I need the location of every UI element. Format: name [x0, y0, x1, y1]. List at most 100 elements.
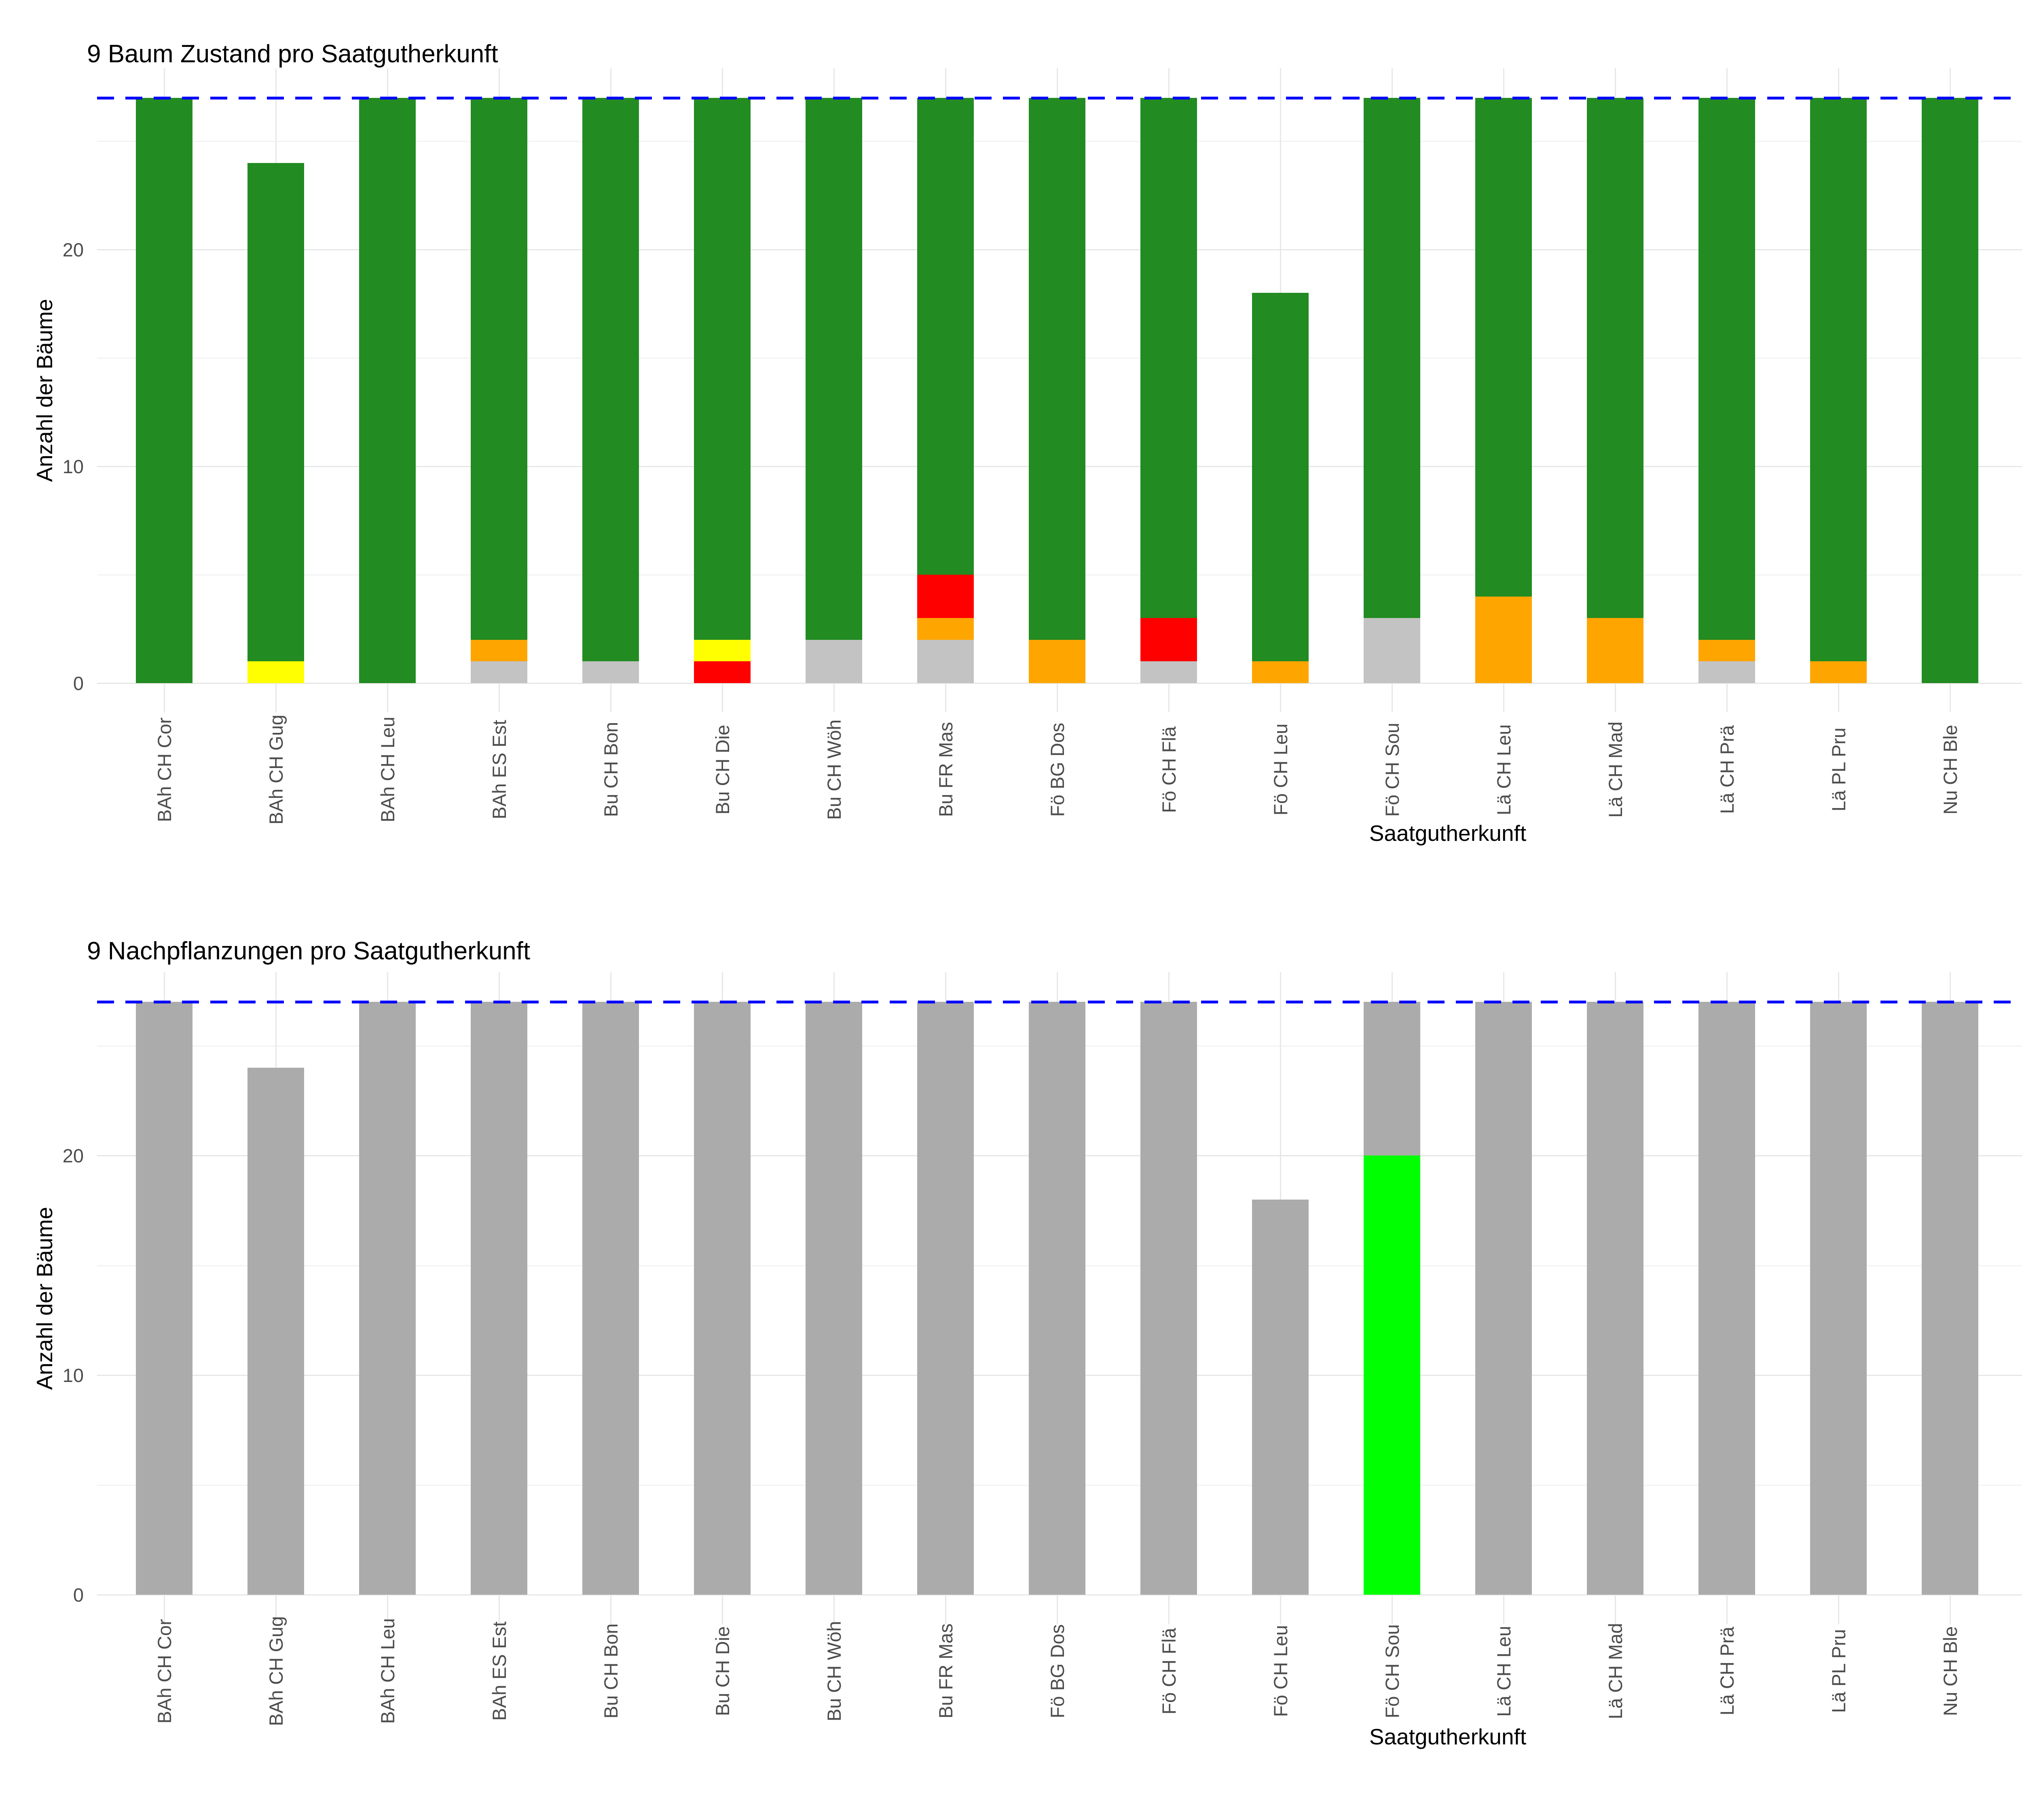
chart2-gridline-major: [97, 1594, 2022, 1596]
chart2-y-axis-title: Anzahl der Bäume: [30, 1136, 59, 1460]
chart2-x-tick-label: Lä CH Prä: [1711, 1602, 1743, 1740]
bar-segment: [471, 97, 527, 640]
chart2-x-tick-label: Bu CH Die: [706, 1602, 738, 1740]
chart1-title: 9 Baum Zustand pro Saatgutherkunft: [87, 40, 498, 68]
bar-segment: [694, 1001, 751, 1595]
chart2-x-tick-label: Fö CH Sou: [1376, 1602, 1408, 1740]
chart1-x-axis-title: Saatgutherkunft: [1369, 821, 1527, 846]
chart2-x-axis-title: Saatgutherkunft: [1369, 1724, 1527, 1749]
bar-segment: [359, 1001, 416, 1595]
chart2-y-tick-label: 10: [62, 1365, 84, 1386]
chart1-x-tick-label: Bu CH Bon: [594, 701, 627, 838]
chart2-x-tick-label: Fö CH Leu: [1264, 1602, 1297, 1740]
chart1-x-tick-text: Bu CH Die: [711, 724, 733, 815]
chart1-x-tick-text: BAh CH Cor: [153, 717, 175, 822]
bar-segment: [1252, 1199, 1309, 1595]
bar-segment: [1587, 97, 1643, 618]
bar-segment: [1140, 661, 1197, 683]
bar-segment: [1475, 1001, 1532, 1595]
bar-segment: [1698, 639, 1755, 662]
chart2-x-tick-text: Bu CH Bon: [600, 1623, 622, 1719]
chart1-x-tick-text: Lä CH Mad: [1604, 722, 1626, 818]
chart2-title: 9 Nachpflanzungen pro Saatgutherkunft: [87, 937, 531, 965]
bar-segment: [1140, 618, 1197, 662]
chart2-x-tick-text: Fö CH Flä: [1158, 1627, 1180, 1715]
chart1-x-tick-label: Fö CH Flä: [1153, 701, 1185, 838]
chart2-x-tick-label: BAh CH Gug: [260, 1602, 292, 1740]
chart2-x-tick-text: BAh CH Gug: [265, 1616, 287, 1726]
chart1-x-tick-label: Lä PL Pru: [1822, 701, 1855, 838]
bar-segment: [917, 97, 974, 575]
chart1-x-tick-label: Lä CH Mad: [1599, 701, 1631, 838]
chart2-x-tick-text: Lä PL Pru: [1827, 1629, 1849, 1713]
chart1-x-tick-label: BAh ES Est: [483, 701, 515, 838]
bar-segment: [917, 1001, 974, 1595]
bar-segment: [582, 661, 639, 683]
bar-segment: [136, 1001, 192, 1595]
chart2-x-tick-text: Bu CH Wöh: [823, 1621, 845, 1722]
bar-segment: [806, 1001, 862, 1595]
bar-segment: [136, 97, 192, 683]
chart1-x-tick-label: BAh CH Cor: [148, 701, 180, 838]
bar-segment: [806, 639, 862, 683]
chart2-x-tick-text: Bu FR Mas: [935, 1623, 956, 1719]
chart1-x-tick-label: Fö CH Sou: [1376, 701, 1408, 838]
bar-segment: [1587, 618, 1643, 683]
chart2-x-tick-label: Lä CH Leu: [1487, 1602, 1520, 1740]
chart1-x-tick-label: Bu CH Wöh: [818, 701, 850, 838]
bar-segment: [1475, 97, 1532, 597]
chart1-x-tick-label: Lä CH Prä: [1711, 701, 1743, 838]
chart1-y-tick-label: 20: [62, 239, 84, 260]
chart2-x-tick-label: Fö CH Flä: [1153, 1602, 1185, 1740]
chart1-x-tick-text: Nu CH Ble: [1939, 724, 1961, 815]
chart2-x-tick-label: Bu CH Wöh: [818, 1602, 850, 1740]
bar-segment: [1140, 97, 1197, 618]
chart2-x-tick-label: Bu CH Bon: [594, 1602, 627, 1740]
bar-segment: [1922, 97, 1978, 683]
bar-segment: [694, 97, 751, 640]
bar-segment: [247, 1067, 304, 1595]
bar-segment: [1922, 1001, 1978, 1595]
chart1-y-tick-label: 0: [73, 673, 84, 694]
chart2-x-tick-label: Bu FR Mas: [929, 1602, 962, 1740]
bar-segment: [1475, 596, 1532, 683]
bar-segment: [247, 661, 304, 683]
chart2-y-axis-title-text: Anzahl der Bäume: [32, 1206, 57, 1390]
bar-segment: [1364, 1001, 1420, 1155]
chart2-x-tick-text: BAh ES Est: [488, 1621, 510, 1721]
chart2-x-tick-text: Lä CH Prä: [1716, 1627, 1738, 1716]
bar-segment: [359, 97, 416, 683]
bar-segment: [1252, 661, 1309, 683]
chart1-x-tick-text: Fö CH Sou: [1381, 722, 1403, 817]
bar-segment: [1029, 1001, 1085, 1595]
chart2-x-tick-text: Fö CH Sou: [1381, 1624, 1403, 1718]
bar-segment: [917, 639, 974, 683]
chart1-x-tick-label: Fö CH Leu: [1264, 701, 1297, 838]
chart1-x-tick-label: Nu CH Ble: [1934, 701, 1966, 838]
chart2-y-tick-label: 20: [62, 1145, 84, 1166]
chart1-x-tick-text: Lä CH Prä: [1716, 725, 1738, 814]
chart1-panel: [97, 68, 2022, 712]
bar-segment: [917, 575, 974, 618]
chart1-x-tick-text: BAh CH Gug: [265, 715, 287, 825]
chart2-panel: [97, 972, 2022, 1624]
chart2-x-tick-text: Lä CH Mad: [1604, 1623, 1626, 1719]
chart1-x-tick-text: Bu CH Wöh: [823, 719, 845, 820]
chart1-x-tick-label: BAh CH Leu: [371, 701, 404, 838]
bar-segment: [1810, 97, 1867, 662]
chart2-x-tick-label: Nu CH Ble: [1934, 1602, 1966, 1740]
chart2-x-tick-text: Nu CH Ble: [1939, 1626, 1961, 1716]
chart2-reference-line: [97, 1000, 2022, 1003]
chart1-x-tick-label: BAh CH Gug: [260, 701, 292, 838]
chart2-x-tick-text: Lä CH Leu: [1493, 1625, 1514, 1717]
chart1-x-tick-text: Bu FR Mas: [935, 722, 956, 817]
bar-segment: [1252, 293, 1309, 662]
chart2-x-tick-text: Bu CH Die: [711, 1626, 733, 1716]
chart1-x-tick-text: Fö CH Leu: [1269, 724, 1291, 816]
bar-segment: [582, 1001, 639, 1595]
chart2-x-tick-label: BAh ES Est: [483, 1602, 515, 1740]
chart2-x-tick-label: BAh CH Leu: [371, 1602, 404, 1740]
chart1-reference-line: [97, 96, 2022, 99]
bar-segment: [1587, 1001, 1643, 1595]
